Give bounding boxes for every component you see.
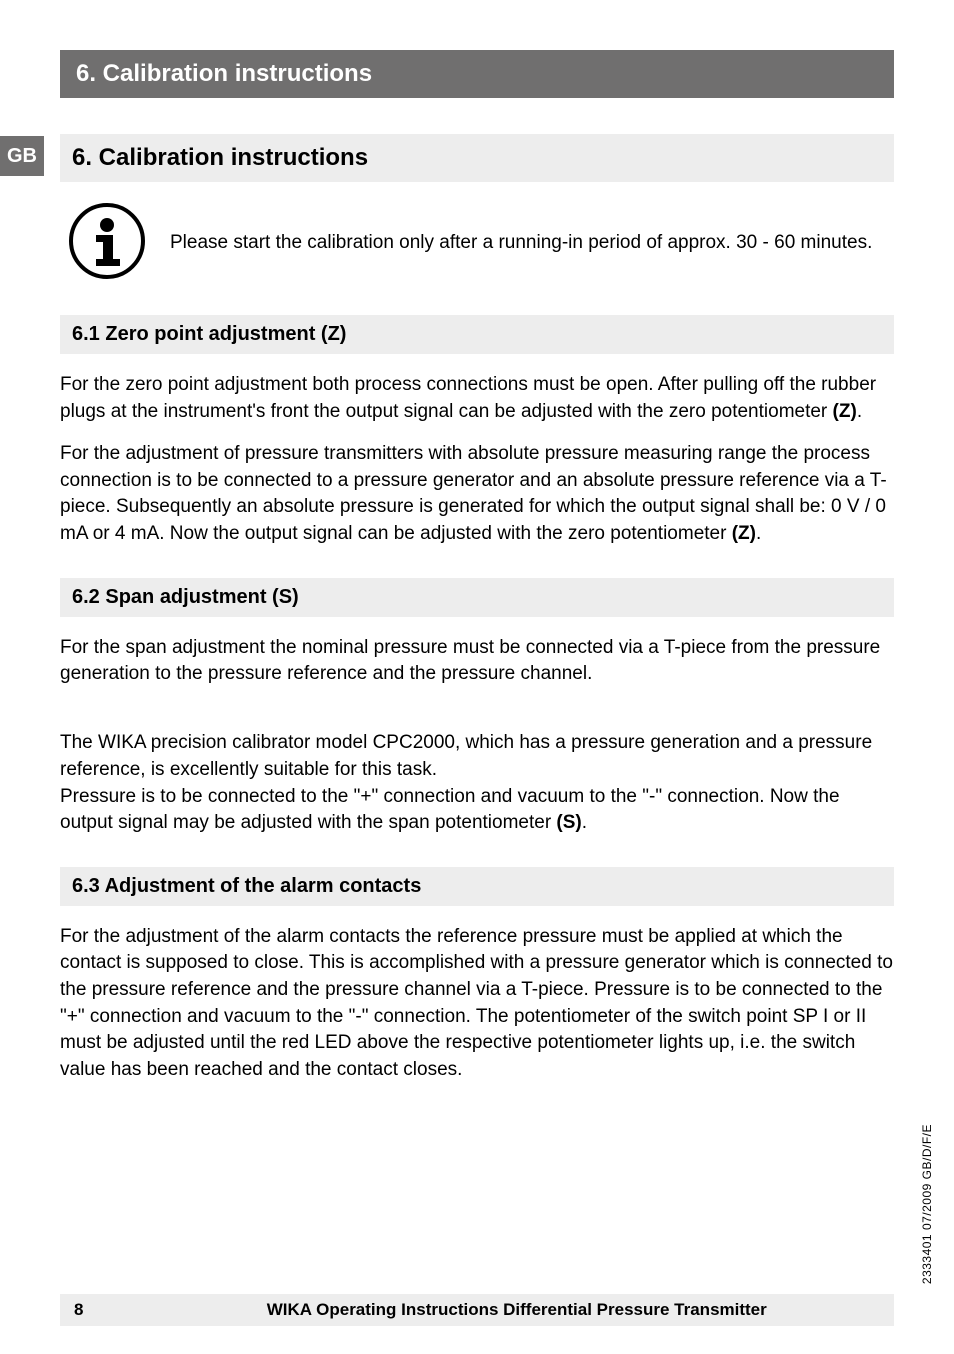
footer-inner: 8 WIKA Operating Instructions Differenti… (60, 1294, 894, 1326)
text-segment: For the span adjustment the nominal pres… (60, 637, 880, 685)
subsection-6-2-bar: 6.2 Span adjustment (S) (60, 578, 894, 617)
text-segment: For the adjustment of pressure transmitt… (60, 443, 887, 544)
document-code-vertical: 2333401 07/2009 GB/D/F/E (920, 1124, 934, 1284)
text-segment: The WIKA precision calibrator model CPC2… (60, 732, 872, 833)
paragraph-6-2-b: The WIKA precision calibrator model CPC2… (60, 704, 894, 837)
subsection-6-3-title: 6.3 Adjustment of the alarm contacts (72, 875, 421, 897)
text-bold: (Z) (833, 401, 857, 422)
chapter-header-bar: 6. Calibration instructions (60, 50, 894, 98)
chapter-header-text: 6. Calibration instructions (76, 60, 372, 87)
paragraph-6-1-a: For the zero point adjustment both proce… (60, 372, 894, 425)
subsection-6-3-bar: 6.3 Adjustment of the alarm contacts (60, 867, 894, 906)
text-bold: (Z) (732, 523, 756, 544)
info-note-row: Please start the calibration only after … (60, 202, 894, 285)
subsection-6-1-title: 6.1 Zero point adjustment (Z) (72, 323, 346, 345)
text-segment: . (857, 401, 862, 422)
text-segment: . (582, 812, 587, 833)
subsection-6-1-bar: 6.1 Zero point adjustment (Z) (60, 315, 894, 354)
page-container: 6. Calibration instructions 6. Calibrati… (0, 0, 954, 1354)
footer-document-title: WIKA Operating Instructions Differential… (153, 1300, 880, 1320)
paragraph-6-1-b: For the adjustment of pressure transmitt… (60, 441, 894, 547)
paragraph-6-3: For the adjustment of the alarm contacts… (60, 924, 894, 1084)
footer-page-number: 8 (74, 1300, 83, 1320)
paragraph-6-2-a: For the span adjustment the nominal pres… (60, 635, 894, 688)
subsection-6-2-title: 6.2 Span adjustment (S) (72, 586, 299, 608)
footer-bar: 8 WIKA Operating Instructions Differenti… (0, 1294, 954, 1326)
info-note-text: Please start the calibration only after … (170, 230, 872, 257)
section-title-text: 6. Calibration instructions (72, 144, 368, 171)
section-title-bar: 6. Calibration instructions (60, 134, 894, 182)
text-bold: (S) (556, 812, 581, 833)
text-segment: For the adjustment of the alarm contacts… (60, 926, 893, 1080)
text-segment: . (756, 523, 761, 544)
info-icon (68, 202, 146, 285)
text-segment: For the zero point adjustment both proce… (60, 374, 876, 422)
